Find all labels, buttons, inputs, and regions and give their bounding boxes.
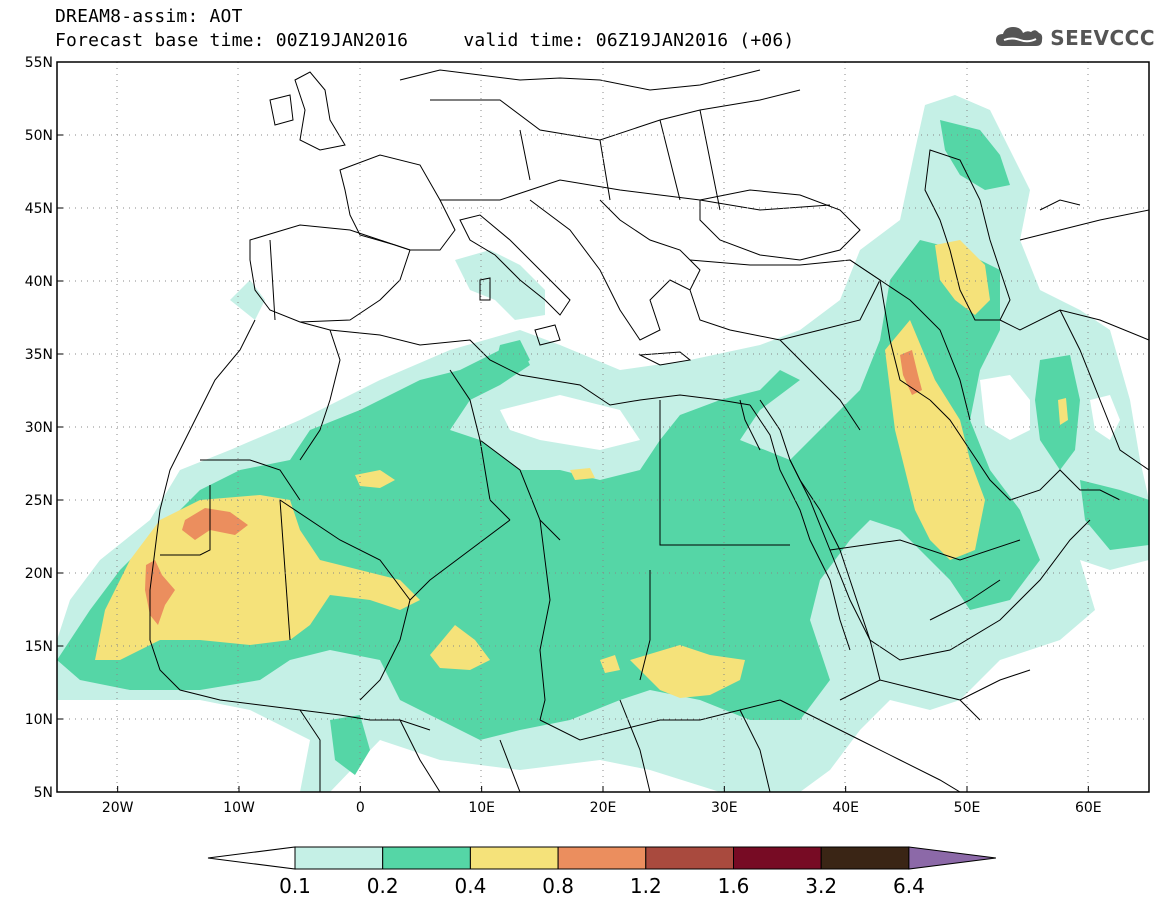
colorbar-low-extend: [207, 846, 296, 870]
lon-tick-label: 0: [356, 800, 365, 816]
lat-tick-label: 50N: [25, 128, 53, 144]
map-title: DREAM8-assim: AOT: [55, 6, 243, 27]
lat-tick-label: 25N: [25, 493, 53, 509]
colorbar-level-label: 6.4: [893, 874, 925, 898]
map-area: 55N 50N 45N 40N 35N 30N 25N 20N 15N 10N 5N 20W 10W 0…: [25, 55, 1150, 816]
colorbar-level-label: 1.6: [718, 874, 750, 898]
lon-tick-label: 20W: [102, 800, 134, 816]
longitude-axis: 20W 10W 0 10E 20E 30E 40E 50E 60E: [102, 786, 1102, 816]
colorbar-level-label: 0.2: [367, 874, 399, 898]
colorbar: 0.1 0.2 0.4 0.8 1.2 1.6 3.2 6.4: [207, 846, 996, 898]
lon-tick-label: 20E: [590, 800, 617, 816]
lat-tick-label: 15N: [25, 639, 53, 655]
colorbar-box: [557, 846, 647, 870]
lon-tick-label: 50E: [954, 800, 981, 816]
lat-lon-gridlines: [57, 62, 1149, 792]
aot-contour-0.8: [145, 350, 922, 625]
colorbar-box: [733, 846, 822, 870]
latitude-axis: 55N 50N 45N 40N 35N 30N 25N 20N 15N 10N 5N: [25, 55, 63, 801]
lon-tick-label: 40E: [832, 800, 859, 816]
colorbar-box: [382, 846, 471, 870]
cloud-logo-icon: [996, 27, 1043, 46]
coastlines-borders: [149, 69, 1149, 792]
lat-tick-label: 5N: [34, 785, 53, 801]
lon-tick-label: 60E: [1075, 800, 1102, 816]
seevccc-logo: SEEVCCC: [994, 24, 1155, 52]
colorbar-box: [294, 846, 384, 870]
colorbar-box: [645, 846, 734, 870]
colorbar-box: [820, 846, 910, 870]
lat-tick-label: 40N: [25, 274, 53, 290]
logo-text: SEEVCCC: [1050, 26, 1155, 50]
lat-tick-label: 20N: [25, 566, 53, 582]
colorbar-level-label: 3.2: [805, 874, 837, 898]
lat-tick-label: 55N: [25, 55, 53, 71]
lon-tick-label: 10E: [468, 800, 495, 816]
lat-tick-label: 45N: [25, 201, 53, 217]
forecast-time-subtitle: Forecast base time: 00Z19JAN2016 valid t…: [55, 30, 795, 51]
lat-tick-label: 35N: [25, 347, 53, 363]
lon-tick-label: 10W: [223, 800, 255, 816]
lon-tick-label: 30E: [711, 800, 738, 816]
lat-tick-label: 30N: [25, 420, 53, 436]
colorbar-high-extend: [908, 846, 996, 870]
colorbar-level-label: 0.1: [279, 874, 311, 898]
lat-tick-label: 10N: [25, 712, 53, 728]
colorbar-level-label: 1.2: [630, 874, 662, 898]
aot-field: [57, 62, 1149, 792]
colorbar-box: [469, 846, 559, 870]
colorbar-level-label: 0.4: [454, 874, 486, 898]
colorbar-level-label: 0.8: [542, 874, 574, 898]
